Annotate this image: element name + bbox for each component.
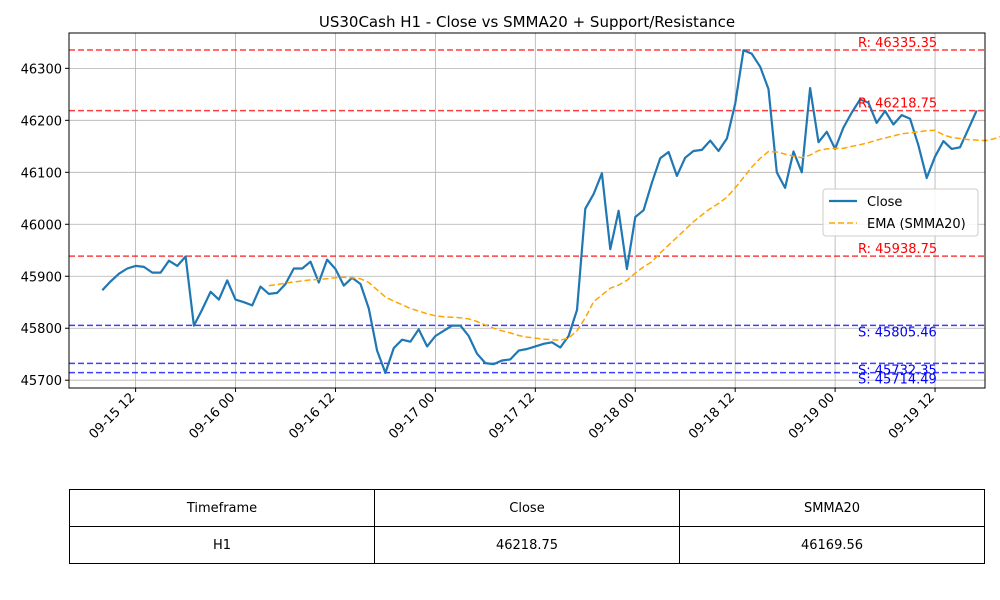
resistance-label: R: 46218.75 — [858, 97, 937, 112]
y-tick-label: 46100 — [21, 166, 62, 181]
x-tick-label: 09-16 00 — [186, 390, 238, 442]
resistance-label: R: 46335.35 — [858, 36, 937, 51]
header-close: Close — [374, 489, 680, 527]
support-label: S: 45732.35 — [858, 363, 937, 378]
resistance-label: R: 45938.75 — [858, 242, 937, 257]
y-tick-label: 46200 — [21, 114, 62, 129]
legend-label: EMA (SMMA20) — [867, 217, 966, 232]
x-tick-label: 09-18 00 — [586, 390, 638, 442]
x-axis: 09-15 12 09-16 00 09-16 12 09-17 00 09-17 12… — [87, 388, 938, 442]
level-labels: R: 46335.35 R: 46218.75 R: 45938.75 S: 4580… — [858, 36, 937, 388]
x-tick-label: 09-15 12 — [87, 390, 139, 442]
y-tick-label: 45700 — [21, 374, 62, 389]
summary-table: Timeframe Close SMMA20 H1 46218.75 46169… — [69, 489, 985, 564]
summary-value-row: H1 46218.75 46169.56 — [69, 526, 985, 564]
x-tick-label: 09-17 12 — [486, 390, 538, 442]
grid-lines — [69, 33, 985, 388]
x-tick-label: 09-19 12 — [886, 390, 938, 442]
support-label: S: 45805.46 — [858, 325, 937, 340]
smma20-series-line — [268, 129, 1000, 341]
x-tick-label: 09-19 00 — [786, 390, 838, 442]
plot-frame — [68, 32, 986, 389]
y-tick-label: 46300 — [21, 62, 62, 77]
y-tick-label: 45800 — [21, 322, 62, 337]
x-tick-label: 09-16 12 — [286, 390, 338, 442]
y-tick-label: 46000 — [21, 218, 62, 233]
x-tick-label: 09-18 12 — [686, 390, 738, 442]
legend-box — [822, 188, 979, 237]
series-lines — [101, 49, 1000, 374]
chart-title: US30Cash H1 - Close vs SMMA20 + Support/… — [319, 13, 735, 31]
legend: Close EMA (SMMA20) — [822, 188, 979, 237]
close-series-line — [101, 49, 978, 374]
value-smma20: 46169.56 — [679, 526, 985, 564]
header-smma20: SMMA20 — [679, 489, 985, 527]
support-label: S: 45714.49 — [858, 373, 937, 388]
summary-header-row: Timeframe Close SMMA20 — [69, 489, 985, 527]
y-axis: 45700 45800 45900 46000 46100 46200 46300 — [21, 62, 69, 389]
legend-label: Close — [867, 195, 902, 210]
value-timeframe: H1 — [69, 526, 375, 564]
header-timeframe: Timeframe — [69, 489, 375, 527]
chart: US30Cash H1 - Close vs SMMA20 + Support/… — [21, 13, 1000, 442]
y-tick-label: 45900 — [21, 270, 62, 285]
value-close: 46218.75 — [374, 526, 680, 564]
x-tick-label: 09-17 00 — [386, 390, 438, 442]
